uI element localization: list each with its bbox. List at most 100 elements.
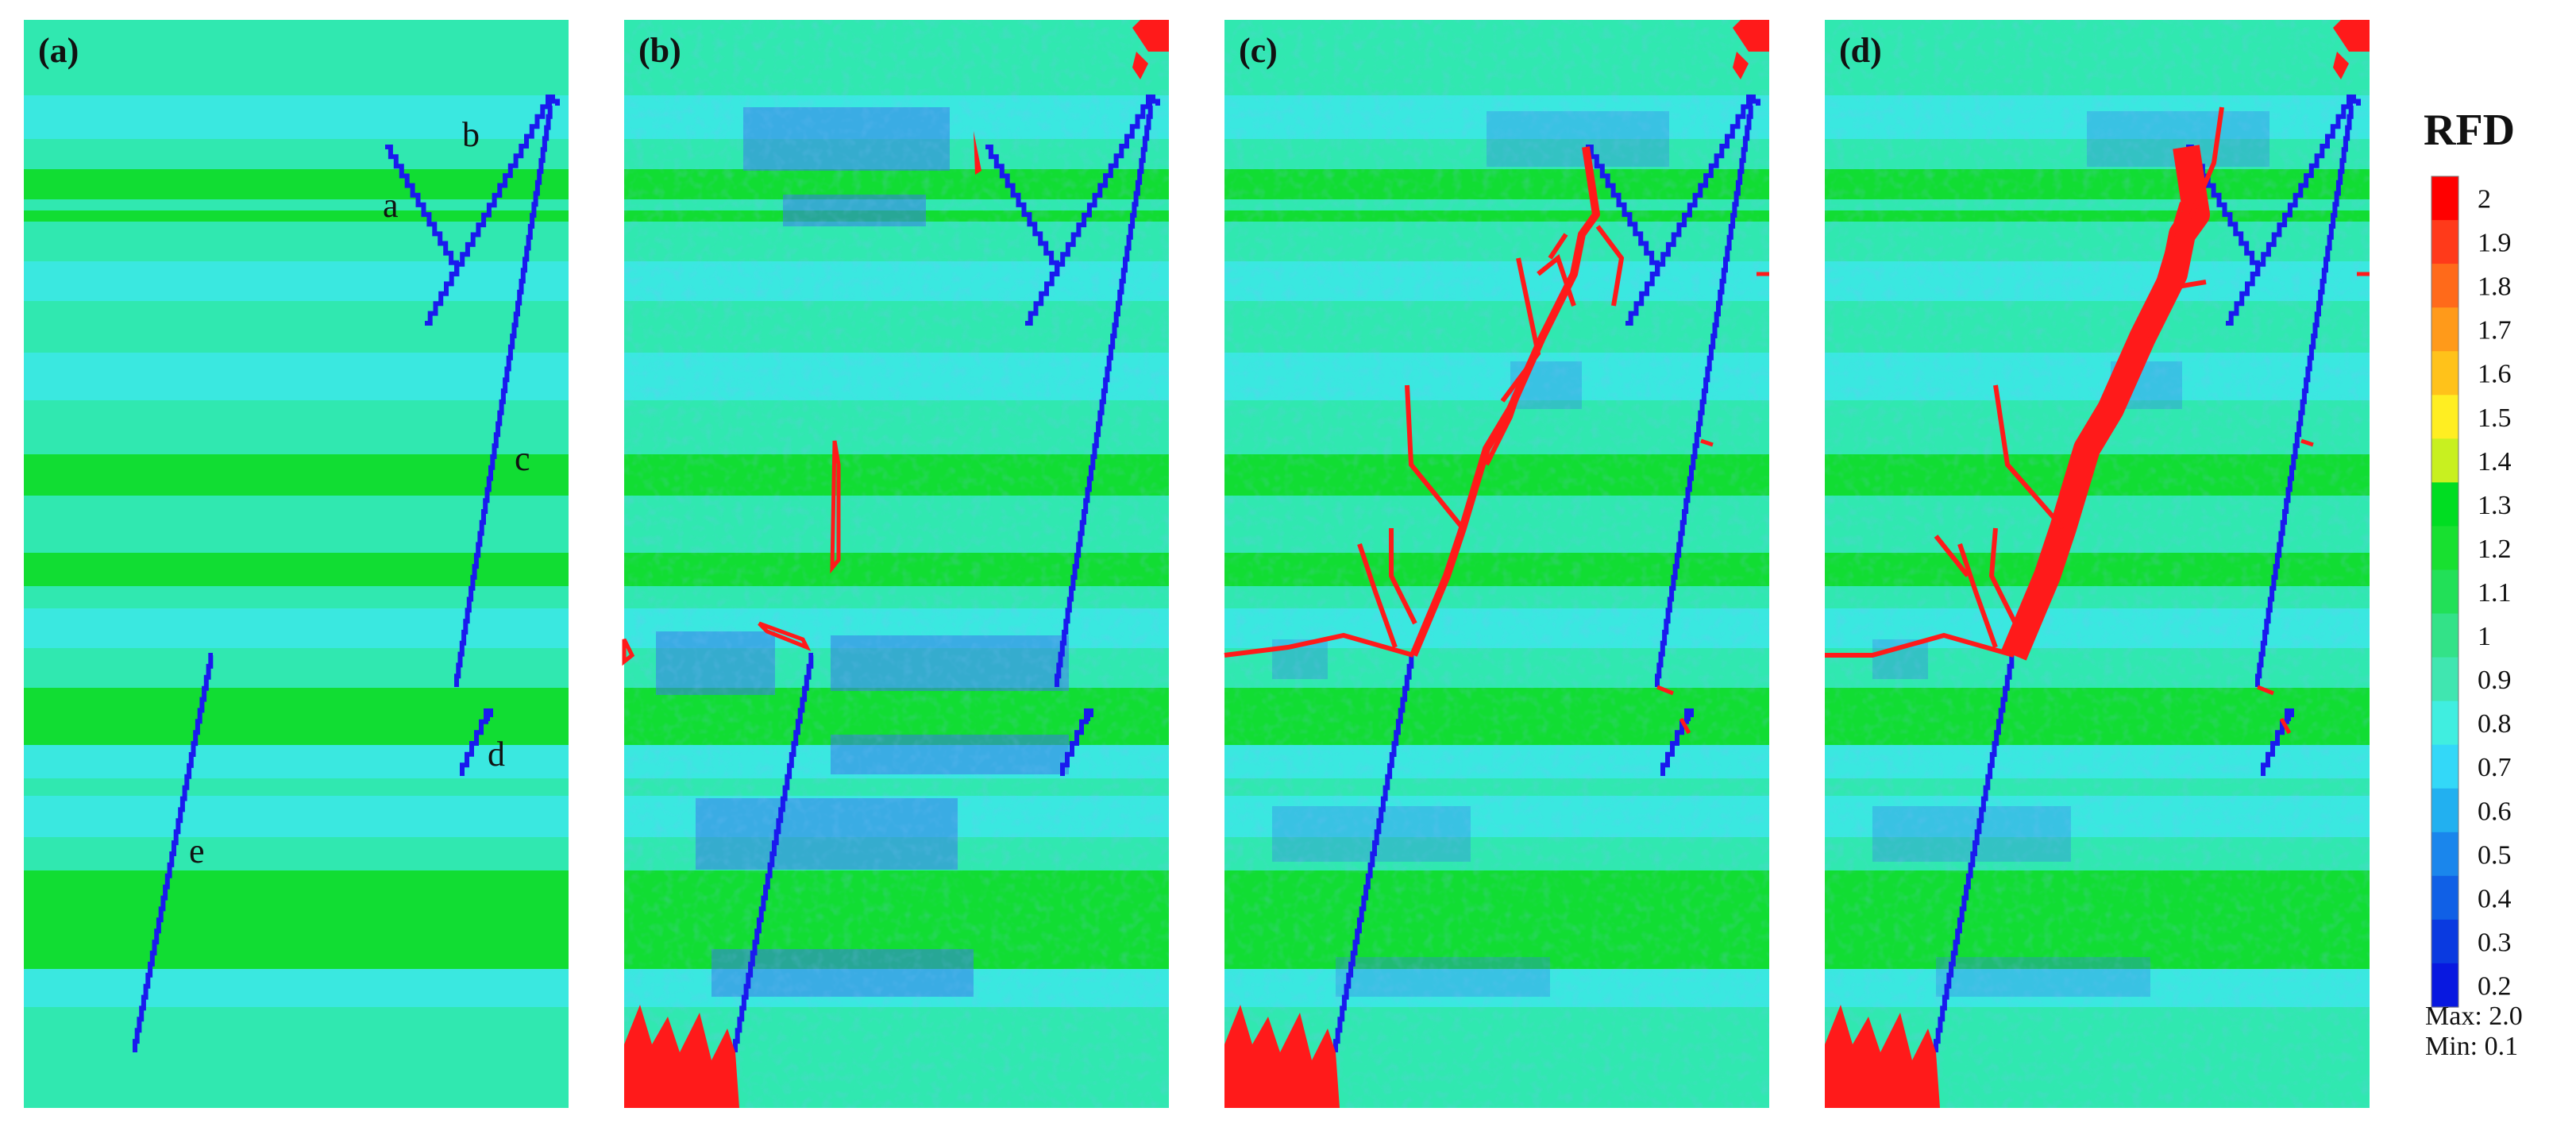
panel-b [622,20,1169,1108]
rock-layer [24,778,569,796]
rock-layer [24,1007,569,1025]
rock-layer [24,400,569,454]
colorbar-tick-label: 0.3 [2478,928,2512,957]
rock-layer [24,553,569,586]
fracture-tip-failure [1656,272,1769,735]
colorbar-tick-label: 2 [2478,185,2491,214]
legend-min: Min: 0.1 [2425,1032,2518,1061]
fracture-d [460,708,493,776]
fracture-c [454,103,553,687]
colorbar-tick-label: 0.2 [2478,972,2512,1002]
colorbar-segment [2431,657,2458,702]
texture-overlay [624,20,1169,1108]
failure-zone-top-right [1733,20,1769,52]
texture-overlay [1224,20,1769,1108]
panel-label-c: (c) [1239,31,1278,70]
rock-layer [24,222,569,261]
colorbar-segment [2431,788,2458,833]
colorbar-segment [2431,526,2458,571]
panel-label-b: (b) [638,31,681,70]
rock-layer [24,95,569,139]
failure-branches [1224,225,1625,658]
colorbar-segment [2431,264,2458,308]
rock-layer [24,920,569,969]
fracture-label-b: b [462,115,480,154]
fracture-e [1934,653,2015,1052]
colorbar-segment [2431,613,2458,658]
rock-layer [24,301,569,353]
panel-a [24,20,569,1108]
legend-ticks: 2 1.9 1.8 1.7 1.6 1.5 1.4 1.3 1.2 1.1 1 0.9 0.8 0.7 0.… [2478,185,2512,1002]
fracture-c [1655,103,1753,687]
fracture-b [425,95,560,326]
fracture-b [1625,95,1760,326]
colorbar-tick-label: 0.7 [2478,753,2512,782]
rock-layer [24,608,569,648]
fracture-d [2261,708,2294,776]
fracture-label-c: c [515,439,530,478]
colorbar-segment [2431,438,2458,483]
failure-branches [1825,106,2224,658]
colorbar-frame [2431,176,2459,1008]
colorbar-segment [2431,701,2458,746]
colorbar-tick-label: 1.7 [2478,316,2512,345]
fracture-e [1333,653,1414,1052]
rock-layer [24,454,569,496]
fracture-d [1660,708,1694,776]
fracture-label-d: d [488,735,505,774]
colorbar-segment [2431,482,2458,527]
colorbar-tick-label: 0.8 [2478,709,2512,739]
fracture-b [2226,95,2361,326]
rock-layer [24,169,569,199]
rock-layer [24,210,569,222]
rock-layer [24,648,569,688]
colorbar-segment [2431,875,2458,921]
panel-d [1825,20,2370,1108]
rfd-legend: RFD 2 1.9 1.8 1.7 1.6 1.5 1.4 1.3 1.2 1.1 1 0.9 0.8 0… [2424,106,2523,1061]
colorbar-segment [2431,569,2458,615]
rock-layer [24,139,569,169]
colorbar-tick-label: 1.5 [2478,403,2512,433]
colorbar-segment [2431,307,2458,352]
colorbar-tick-label: 1.2 [2478,535,2512,564]
rock-layer [24,199,569,210]
fracture-b [1025,95,1160,326]
colorbar-segment [2431,963,2458,1008]
failure-zone-top-right [1132,20,1169,52]
panel-label-d: (d) [1839,31,1882,70]
failure-crack [622,440,841,666]
failure-zone-bottom [624,1005,739,1108]
rock-layer [24,64,569,95]
colorbar-segment [2431,395,2458,439]
fracture-label-a: a [383,186,399,225]
fracture-a [1586,145,1660,272]
colorbar-tick-label: 1.4 [2478,447,2512,477]
texture-overlay [1825,20,2370,1108]
fracture-c [2255,103,2354,687]
colorbar-tick-label: 1.1 [2478,578,2512,608]
colorbar-tick-label: 1.9 [2478,229,2512,258]
failure-zone-tip-a [974,131,981,175]
rock-layer [24,20,569,64]
fracture-a [985,145,1059,272]
rock-layer [24,745,569,778]
colorbar-tick-label: 1 [2478,622,2491,651]
panel-c [1224,20,1769,1108]
failure-zone-bottom [1224,1005,1340,1108]
rock-layer [24,586,569,608]
fracture-c [1055,103,1153,687]
legend-colorbar [2431,176,2459,1008]
colorbar-segment [2431,832,2458,877]
colorbar-segment [2431,176,2458,221]
rock-layer [24,1025,569,1108]
fracture-a [385,145,459,272]
failure-zone-tip [2333,52,2349,79]
fracture-e [733,653,814,1052]
panel-label-a: (a) [38,31,79,70]
colorbar-tick-label: 1.8 [2478,272,2512,302]
colorbar-tick-label: 1.6 [2478,360,2512,389]
colorbar-segment [2431,744,2458,789]
colorbar-tick-label: 0.9 [2478,666,2512,695]
fracture-tip-failure [2257,272,2370,735]
